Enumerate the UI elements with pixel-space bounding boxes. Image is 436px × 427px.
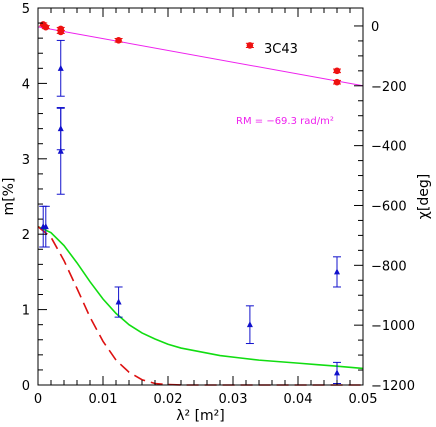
- rm-fit-line: [37, 26, 364, 87]
- fraction-point: [57, 147, 64, 154]
- x-tick-label: 0.04: [284, 392, 313, 407]
- y-right-tick-label: −800: [371, 259, 407, 274]
- source-label: 3C43: [264, 42, 298, 57]
- y-left-tick-label: 2: [22, 228, 30, 243]
- fraction-point: [246, 321, 253, 328]
- angle-point: [333, 78, 341, 86]
- fraction-point: [42, 223, 49, 230]
- x-axis-title: λ² [m²]: [176, 408, 225, 424]
- x-tick-label: 0.05: [349, 392, 378, 407]
- plot-frame: [37, 7, 364, 386]
- fraction-point: [57, 64, 64, 71]
- x-tick-label: 0.01: [89, 392, 118, 407]
- fraction-point: [334, 369, 340, 376]
- x-tick-label: 0: [34, 392, 42, 407]
- y-left-tick-label: 5: [22, 2, 30, 17]
- green-model-curve: [37, 225, 364, 370]
- y-left-tick-label: 4: [22, 77, 30, 92]
- fraction-point: [115, 298, 122, 305]
- red-dashed-model-curve: [37, 226, 363, 386]
- rm-annotation: RM = −69.3 rad/m²: [236, 116, 334, 127]
- y-right-tick-label: −600: [371, 199, 407, 214]
- y-right-tick-label: −1200: [371, 379, 415, 394]
- y-right-tick-label: 0: [371, 20, 379, 35]
- y-axis-right-title: χ[deg]: [416, 174, 432, 219]
- axes: 0 0.01 0.02 0.03 0.04 0.05 0 1 2 3 4 5 0 −200 −400 −600…: [22, 2, 415, 407]
- angle-point: [333, 67, 341, 75]
- y-right-tick-label: −1000: [371, 319, 415, 334]
- x-tick-label: 0.02: [154, 392, 183, 407]
- angle-point: [246, 42, 254, 49]
- model-curves: [37, 26, 364, 386]
- angle-point: [115, 37, 122, 44]
- fraction-point: [334, 268, 340, 275]
- y-right-tick-label: −200: [371, 80, 407, 95]
- angle-point: [42, 23, 50, 31]
- data-points: [39, 21, 341, 384]
- y-left-tick-label: 3: [22, 153, 30, 168]
- y-left-tick-label: 0: [22, 379, 30, 394]
- y-right-tick-label: −400: [371, 140, 407, 155]
- x-tick-label: 0.03: [219, 392, 248, 407]
- y-left-tick-label: 1: [22, 304, 30, 319]
- angle-point: [57, 28, 65, 36]
- y-axis-left-title: m[%]: [1, 178, 17, 216]
